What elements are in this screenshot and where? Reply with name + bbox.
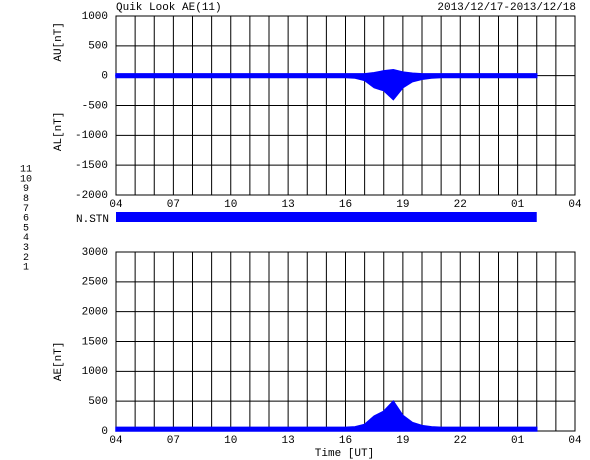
plot-frame xyxy=(115,15,576,196)
station-legend-label: 5 xyxy=(23,223,29,234)
x-tick-label: 04 xyxy=(568,199,582,211)
x-tick-label: 01 xyxy=(511,199,525,211)
y-tick-label: 500 xyxy=(88,41,108,53)
x-tick-label: 10 xyxy=(224,435,237,447)
station-legend-label: 1 xyxy=(23,263,29,274)
x-tick-label: 01 xyxy=(511,435,525,447)
x-tick-label: 22 xyxy=(454,435,467,447)
x-tick-label: 13 xyxy=(282,199,295,211)
x-tick-label: 19 xyxy=(396,435,409,447)
y-tick-label: 0 xyxy=(101,426,108,438)
y-tick-label: 1000 xyxy=(82,366,108,378)
x-tick-label: 07 xyxy=(167,199,180,211)
area xyxy=(115,68,538,77)
x-tick-label: 13 xyxy=(282,435,295,447)
chart-title: Quik Look AE(11) xyxy=(116,2,222,14)
station-legend-label: 11 xyxy=(20,165,32,176)
x-tick-label: 16 xyxy=(339,199,352,211)
station-legend-label: 10 xyxy=(20,174,32,185)
y-tick-label: -1500 xyxy=(75,160,108,172)
y-tick-label: 3000 xyxy=(82,247,108,259)
station-legend-label: 7 xyxy=(23,204,29,215)
y-tick-label: -2000 xyxy=(75,190,108,202)
station-legend-label: 8 xyxy=(23,194,29,205)
date-range: 2013/12/17-2013/12/18 xyxy=(437,2,576,14)
x-tick-label: 16 xyxy=(339,435,352,447)
x-tick-label: 22 xyxy=(454,199,467,211)
station-legend-label: 9 xyxy=(23,184,29,195)
x-tick-label: 04 xyxy=(568,435,582,447)
y-tick-label: -500 xyxy=(82,100,108,112)
y-tick-label: 500 xyxy=(88,396,108,408)
station-legend-label: 2 xyxy=(23,253,29,264)
y-tick-label: 1000 xyxy=(82,11,108,23)
x-tick-label: 07 xyxy=(167,435,180,447)
y-axis-label: AL[nT] xyxy=(53,112,65,152)
station-legend-label: 4 xyxy=(23,233,29,244)
y-tick-label: 1500 xyxy=(82,336,108,348)
x-tick-label: 04 xyxy=(109,435,123,447)
area xyxy=(115,399,538,432)
y-axis-label: AU[nT] xyxy=(53,22,65,62)
y-tick-label: -1000 xyxy=(75,130,108,142)
area xyxy=(115,74,538,101)
station-legend-label: 3 xyxy=(23,243,29,254)
x-axis-label: Time [UT] xyxy=(315,448,374,460)
y-tick-label: 2000 xyxy=(82,307,108,319)
x-tick-label: 10 xyxy=(224,199,237,211)
y-axis-label: AE[nT] xyxy=(53,342,65,382)
x-tick-label: 19 xyxy=(396,199,409,211)
station-bar xyxy=(116,212,537,222)
station-bar-label: N.STN xyxy=(76,214,109,226)
station-legend-label: 6 xyxy=(23,214,29,225)
x-tick-label: 04 xyxy=(109,199,123,211)
y-tick-label: 0 xyxy=(101,71,108,83)
y-tick-label: 2500 xyxy=(82,277,108,289)
